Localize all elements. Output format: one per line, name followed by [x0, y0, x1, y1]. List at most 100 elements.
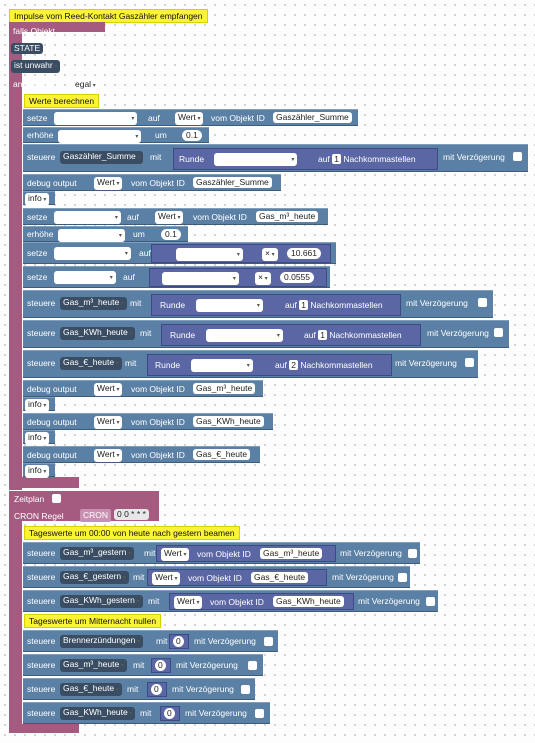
- state-select[interactable]: Gas_m³_heute: [60, 659, 127, 672]
- log-level-dropdown[interactable]: info: [25, 465, 50, 478]
- delay-checkbox[interactable]: [494, 328, 503, 337]
- event-block-bottom[interactable]: [9, 477, 79, 488]
- object-value-block[interactable]: Wert vom Objekt ID Gas_KWh_heute: [169, 593, 354, 610]
- erhoehe-gaszaehler-summe-block[interactable]: erhöhe Gaszähler_Summe um 0.1: [23, 127, 209, 143]
- operator-dropdown[interactable]: ×: [262, 248, 278, 261]
- object-id-field[interactable]: Gas_KWh_heute: [273, 596, 344, 607]
- event-block-spine[interactable]: [9, 22, 22, 490]
- delay-checkbox[interactable]: [255, 709, 264, 718]
- setze-gas-m3-heute-block[interactable]: setze Gas_m³_heute auf Wert vom Objekt I…: [23, 208, 328, 225]
- comment-tageswerte-beamen[interactable]: Tageswerte um 00:00 von heute nach geste…: [24, 526, 240, 540]
- number-field[interactable]: 10.661: [287, 248, 321, 259]
- steuere-brennerzuendungen-block[interactable]: steuere Brennerzündungen mit 0 mit Verzö…: [23, 630, 278, 652]
- wert-dropdown[interactable]: Wert: [161, 548, 190, 561]
- object-id-field[interactable]: Gas_m³_heute: [256, 211, 319, 222]
- wert-dropdown[interactable]: Wert: [94, 383, 123, 396]
- var-gaszaehler-summe[interactable]: Gaszähler_Summe: [58, 130, 142, 143]
- steuere-gas-kwh-heute-block[interactable]: steuere Gas_KWh_heute mit Runde Gas_KWH_…: [23, 320, 509, 348]
- steuere-gas-m3-gestern-block[interactable]: steuere Gas_m³_gestern mit Wert vom Obje…: [23, 542, 420, 564]
- object-id-field[interactable]: Gas_m³_heute: [193, 383, 256, 394]
- multiply-block[interactable]: Gas_m³_heute × 10.661: [151, 244, 331, 263]
- cron-expression-field[interactable]: 0 0 * * *: [114, 509, 149, 520]
- digits-field[interactable]: 2: [289, 360, 298, 370]
- number-field[interactable]: 0.0555: [280, 272, 314, 283]
- var-gas-kwh-heute[interactable]: Gas_KWH_heute: [206, 329, 283, 342]
- delay-checkbox[interactable]: [264, 637, 273, 646]
- delay-checkbox[interactable]: [465, 358, 474, 367]
- multiply-block[interactable]: Gas_KWH_heute × 0.0555: [149, 268, 327, 287]
- schedule-block-spine[interactable]: [9, 491, 22, 732]
- state-select[interactable]: Gas_€_heute: [60, 357, 122, 370]
- steuere-gas-euro-gestern-block[interactable]: steuere Gas_€_gestern mit Wert vom Objek…: [23, 566, 410, 588]
- setze-gas-euro-heute-block[interactable]: setze Gas_€_heute auf Gas_KWH_heute × 0.…: [23, 266, 330, 288]
- var-gas-m3-heute[interactable]: Gas_m³_heute: [58, 229, 125, 242]
- debug-level-row[interactable]: info: [23, 463, 55, 478]
- steuere-gaszaehler-summe-block[interactable]: steuere Gaszähler_Summe mit Runde Gaszäh…: [23, 144, 528, 172]
- delay-checkbox[interactable]: [478, 298, 487, 307]
- number-block[interactable]: 0: [151, 658, 171, 673]
- wert-dropdown[interactable]: Wert: [94, 177, 123, 190]
- round-block[interactable]: Runde Gas_KWH_heute auf 1 Nachkommastell…: [161, 324, 421, 346]
- object-id-field[interactable]: Gas_€_heute: [251, 572, 309, 583]
- number-field[interactable]: 0.1: [182, 130, 202, 141]
- debug-level-row[interactable]: info: [23, 430, 55, 445]
- var-gaszaehler-summe[interactable]: Gaszähler_Summe: [54, 112, 138, 125]
- state-select[interactable]: Gas_€_gestern: [60, 571, 129, 584]
- steuere-gas-m3-heute-block[interactable]: steuere Gas_m³_heute mit Runde Gas_m³_he…: [23, 290, 493, 318]
- var-gas-m3-heute[interactable]: Gas_m³_heute: [54, 211, 121, 224]
- var-gas-m3-heute[interactable]: Gas_m³_heute: [196, 299, 263, 312]
- number-field[interactable]: 0: [155, 660, 166, 671]
- number-field[interactable]: 0: [173, 636, 184, 647]
- setze-gas-kwh-heute-block[interactable]: setze Gas_KWH_heute auf Gas_m³_heute × 1…: [23, 242, 336, 264]
- delay-checkbox[interactable]: [408, 549, 417, 558]
- state-chip[interactable]: STATE: [11, 43, 44, 54]
- wert-dropdown[interactable]: Wert: [175, 112, 204, 125]
- anerkannt-dropdown[interactable]: egal: [72, 79, 99, 92]
- wert-dropdown[interactable]: Wert: [174, 596, 203, 609]
- var-gas-m3-heute[interactable]: Gas_m³_heute: [176, 248, 243, 261]
- wert-dropdown[interactable]: Wert: [94, 449, 123, 462]
- var-gas-euro-heute[interactable]: Gas_€_heute: [191, 359, 253, 372]
- object-value-block[interactable]: Wert vom Objekt ID Gas_€_heute: [147, 569, 327, 586]
- var-gas-kwh-heute[interactable]: Gas_KWH_heute: [162, 272, 239, 285]
- ist-unwahr-dropdown[interactable]: ist unwahr: [11, 60, 61, 73]
- wert-dropdown[interactable]: Wert: [94, 416, 123, 429]
- setze-gaszaehler-summe-block[interactable]: setze Gaszähler_Summe auf Wert vom Objek…: [23, 109, 358, 126]
- number-field[interactable]: 0.1: [161, 229, 181, 240]
- event-block-top[interactable]: [9, 22, 105, 32]
- digits-field[interactable]: 1: [332, 154, 341, 164]
- log-level-dropdown[interactable]: info: [25, 193, 50, 206]
- object-id-field[interactable]: Gas_m³_heute: [260, 548, 323, 559]
- comment-werte-berechnen[interactable]: Werte berechnen: [24, 94, 100, 108]
- number-field[interactable]: 0: [151, 684, 162, 695]
- state-select[interactable]: Gas_m³_heute: [60, 297, 127, 310]
- object-id-field[interactable]: Gaszähler_Summe: [273, 112, 352, 123]
- log-level-dropdown[interactable]: info: [25, 399, 50, 412]
- var-gaszaehler-summe[interactable]: Gaszähler_Summe: [214, 153, 298, 166]
- debug-gas-m3-heute-block[interactable]: debug output Wert vom Objekt ID Gas_m³_h…: [23, 380, 263, 397]
- state-select[interactable]: Brennerzündungen: [60, 635, 143, 648]
- delay-checkbox[interactable]: [426, 597, 435, 606]
- number-block[interactable]: 0: [160, 706, 180, 721]
- erhoehe-gas-m3-heute-block[interactable]: erhöhe Gas_m³_heute um 0.1: [23, 226, 188, 242]
- cron-badge[interactable]: CRON: [80, 509, 112, 522]
- steuere-gas-euro-heute-block[interactable]: steuere Gas_€_heute mit Runde Gas_€_heut…: [23, 350, 478, 378]
- state-select[interactable]: Gas_€_heute: [60, 683, 122, 696]
- debug-gaszaehler-summe-block[interactable]: debug output Wert vom Objekt ID Gaszähle…: [23, 174, 281, 191]
- round-block[interactable]: Runde Gas_€_heute auf 2 Nachkommastellen: [147, 354, 392, 376]
- wert-dropdown[interactable]: Wert: [152, 572, 181, 585]
- digits-field[interactable]: 1: [318, 330, 327, 340]
- debug-gas-euro-heute-block[interactable]: debug output Wert vom Objekt ID Gas_€_he…: [23, 446, 260, 463]
- steuere-gas-m3-heute-reset-block[interactable]: steuere Gas_m³_heute mit 0 mit Verzögeru…: [23, 654, 263, 676]
- steuere-gas-euro-heute-reset-block[interactable]: steuere Gas_€_heute mit 0 mit Verzögerun…: [23, 678, 255, 700]
- number-field[interactable]: 0: [164, 708, 175, 719]
- debug-gas-kwh-heute-block[interactable]: debug output Wert vom Objekt ID Gas_KWh_…: [23, 413, 273, 430]
- debug-level-row[interactable]: info: [23, 397, 55, 412]
- object-value-block[interactable]: Wert vom Objekt ID Gas_m³_heute: [156, 545, 336, 562]
- digits-field[interactable]: 1: [299, 300, 308, 310]
- comment-reed-kontakt[interactable]: Impulse vom Reed-Kontakt Gaszähler empfa…: [9, 9, 208, 23]
- object-id-field[interactable]: Gas_KWh_heute: [193, 416, 264, 427]
- var-gas-kwh-heute[interactable]: Gas_KWH_heute: [54, 247, 131, 260]
- debug-level-row[interactable]: info: [23, 191, 55, 206]
- comment-tageswerte-nullen[interactable]: Tageswerte um Mitternacht nullen: [24, 614, 162, 628]
